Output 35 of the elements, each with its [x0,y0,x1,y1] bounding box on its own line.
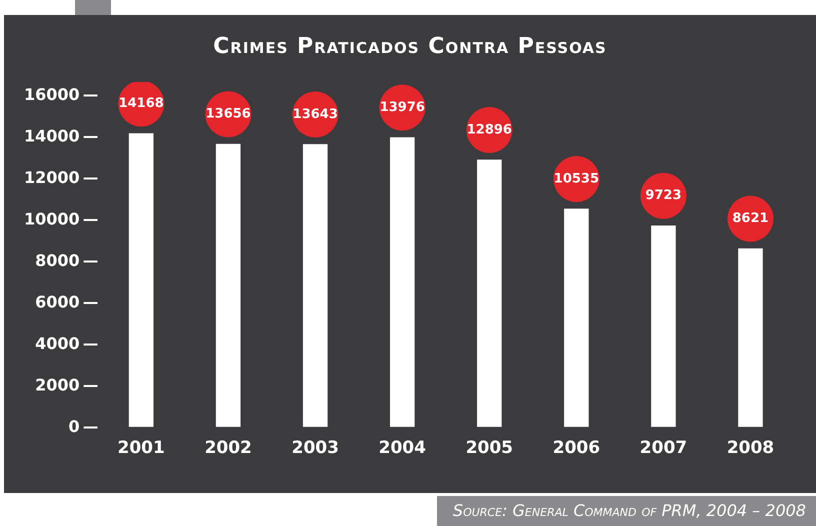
data-label: 10535 [554,171,600,186]
y-tick-label: 14000 [24,126,80,146]
x-tick-label: 2001 [118,438,165,458]
data-label: 14168 [118,96,164,111]
y-tick-label: 0 [68,416,80,436]
x-tick-label: 2003 [292,438,339,458]
bar [216,144,241,427]
y-tick-label: 4000 [35,334,80,353]
x-tick-label: 2004 [378,438,426,458]
y-tick-label: 6000 [35,292,80,312]
bar [564,208,589,427]
data-label: 13976 [380,100,425,115]
x-tick-label: 2007 [640,438,688,458]
bar [390,137,415,427]
y-tick-label: 2000 [35,375,80,394]
x-tick-label: 2005 [466,438,514,458]
bar [651,226,676,427]
data-label: 13656 [206,106,251,122]
y-tick-label: 12000 [24,168,80,187]
y-tick-label: 16000 [24,84,80,104]
y-tick-label: 10000 [24,209,80,228]
data-label: 8621 [732,211,769,226]
data-label: 9723 [645,188,682,204]
bar [302,144,328,427]
source-note: Source: General Command of PRM, 2004 – 2008 [436,496,816,526]
bar [128,133,154,427]
data-label: 13643 [292,106,338,122]
chart-title: Crimes Praticados Contra Pessoas [212,34,608,59]
bar [738,248,763,427]
x-tick-label: 2006 [552,438,600,458]
data-label: 12896 [466,122,512,138]
x-tick-label: 2008 [726,438,774,458]
x-tick-label: 2002 [204,438,252,458]
y-tick-label: 8000 [35,250,80,270]
bar [477,160,502,427]
